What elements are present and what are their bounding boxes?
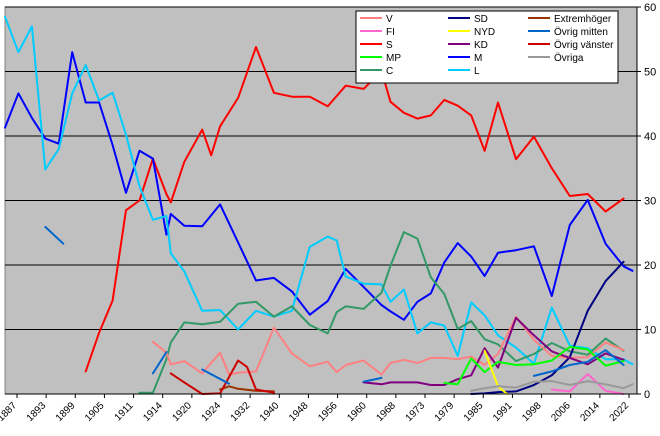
y-axis: 0 10 20 30 40 50 60 bbox=[636, 2, 656, 401]
legend-label: FI bbox=[386, 27, 395, 38]
y-tick-label: 10 bbox=[644, 325, 656, 337]
legend-label: S bbox=[386, 40, 393, 51]
legend-label: MP bbox=[386, 53, 401, 64]
series-line--vrig-mitten bbox=[362, 376, 383, 383]
legend-label: V bbox=[386, 14, 393, 25]
series-line--vrig-mitten bbox=[151, 351, 168, 375]
series-line--vrig-mitten bbox=[532, 349, 625, 377]
legend-label: C bbox=[386, 66, 393, 77]
legend-label: Övrig vänster bbox=[554, 39, 614, 51]
series-line-m bbox=[4, 51, 634, 321]
series-line-sd bbox=[470, 260, 625, 395]
legend-label: KD bbox=[474, 40, 488, 51]
series-line-fi bbox=[550, 373, 625, 395]
series-line--vrig-v-nster bbox=[169, 359, 275, 395]
legend-label: NYD bbox=[474, 27, 495, 38]
series-line--vrig-mitten bbox=[201, 368, 231, 385]
legend-label: Extremhöger bbox=[554, 14, 612, 25]
legend: V SD Extremhöger FI NYD Övrig mitten S KD Övrig … bbox=[355, 10, 619, 84]
series-line-s bbox=[84, 46, 625, 373]
legend-label: L bbox=[474, 66, 480, 77]
y-tick-label: 0 bbox=[644, 389, 650, 401]
legend-label: Övriga bbox=[554, 52, 584, 64]
legend-label: SD bbox=[474, 14, 488, 25]
legend-box bbox=[355, 10, 619, 84]
series-line-kd bbox=[362, 316, 625, 386]
series-line-l bbox=[4, 15, 634, 366]
y-tick-label: 40 bbox=[644, 131, 656, 143]
y-tick-label: 30 bbox=[644, 196, 656, 208]
series-line--vriga bbox=[470, 380, 634, 392]
legend-label: M bbox=[474, 53, 482, 64]
series-line-c bbox=[138, 231, 625, 394]
series-line--vrig-mitten bbox=[44, 225, 65, 245]
series-line-mp bbox=[443, 345, 625, 386]
y-tick-label: 60 bbox=[644, 2, 656, 14]
legend-label: Övrig mitten bbox=[554, 26, 608, 38]
gridlines bbox=[5, 6, 637, 330]
y-tick-label: 20 bbox=[644, 260, 656, 272]
series-line-v bbox=[151, 315, 625, 376]
series-layer bbox=[4, 15, 634, 395]
y-tick-label: 50 bbox=[644, 67, 656, 79]
